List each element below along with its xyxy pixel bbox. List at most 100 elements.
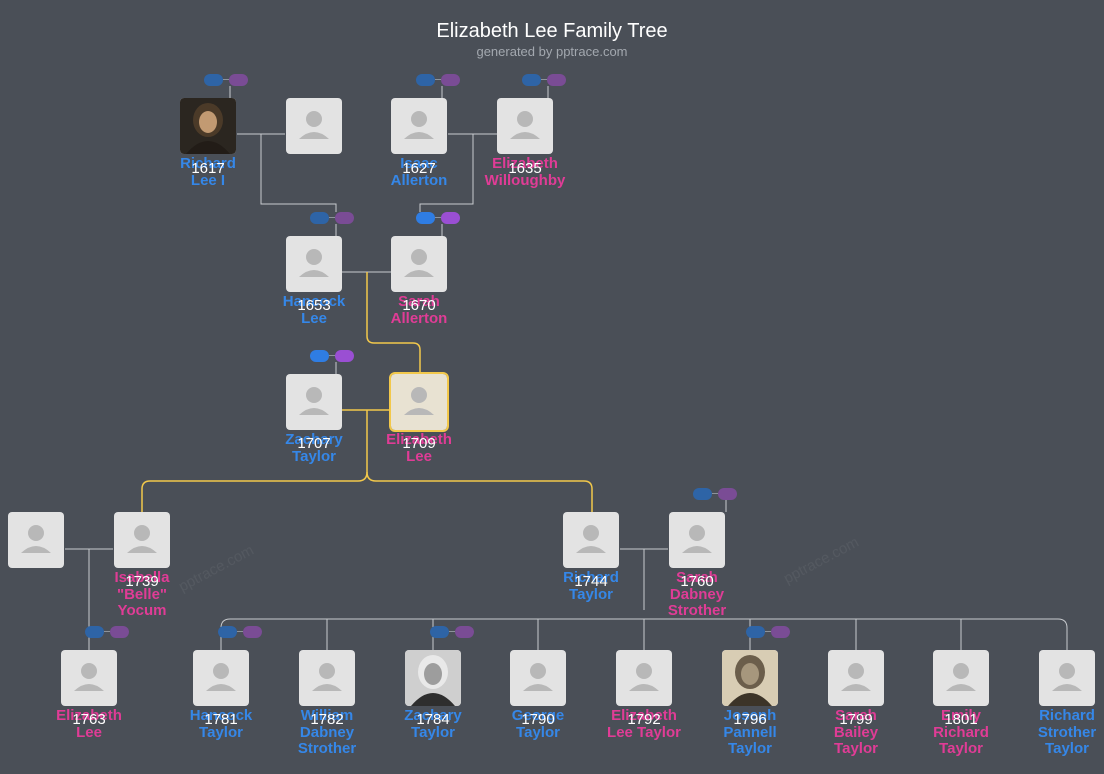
expand-mother-icon[interactable] [441, 212, 460, 224]
expand-controls [416, 212, 472, 224]
person-card-sarah-allerton[interactable] [391, 236, 447, 292]
expand-controls [310, 212, 366, 224]
expand-father-icon[interactable] [416, 212, 435, 224]
lineage-line [141, 410, 368, 512]
person-birth-year: 1627 [402, 160, 436, 177]
person-name[interactable]: Joseph Pannell Taylor [690, 707, 810, 758]
person-name-line: Allerton [390, 171, 448, 189]
person-birth-year: 1744 [574, 573, 608, 590]
expand-father-icon[interactable] [310, 350, 329, 362]
person-name[interactable]: Sarah Allerton [359, 293, 479, 327]
lineage-line [366, 471, 593, 512]
person-name-line: Sarah [398, 293, 440, 310]
expand-controls [85, 626, 141, 638]
person-name[interactable]: Elizabeth Willoughby [465, 155, 585, 189]
person-card-elizabeth-lee[interactable] [61, 650, 117, 706]
person-card-zachary-taylor[interactable] [405, 650, 461, 706]
person-name-line: Richard [180, 155, 236, 172]
person-name[interactable]: Zachary Taylor [254, 431, 374, 465]
expand-father-icon[interactable] [310, 212, 329, 224]
expand-mother-icon[interactable] [229, 74, 248, 86]
expand-father-icon[interactable] [218, 626, 237, 638]
person-name[interactable]: George Taylor [478, 707, 598, 741]
person-card-unnamed-p2[interactable] [286, 98, 342, 154]
expand-controls [310, 350, 366, 362]
icon-link [237, 631, 243, 632]
expand-mother-icon[interactable] [335, 212, 354, 224]
expand-father-icon[interactable] [746, 626, 765, 638]
person-name[interactable]: Elizabeth Lee [359, 431, 479, 465]
person-name[interactable]: Sarah Dabney Strother [637, 569, 757, 620]
person-silhouette-icon [74, 663, 104, 691]
person-silhouette-icon [510, 111, 540, 139]
expand-mother-icon[interactable] [243, 626, 262, 638]
person-name[interactable]: Zachary Taylor [373, 707, 493, 741]
person-card-sarah-dabney-strother[interactable] [669, 512, 725, 568]
person-name-line: Allerton [390, 309, 448, 327]
person-name[interactable]: Hancock Lee [254, 293, 374, 327]
person-card-richard-taylor[interactable] [563, 512, 619, 568]
person-birth-year: 1635 [508, 160, 542, 177]
person-name[interactable]: Richard Lee I [148, 155, 268, 189]
expand-controls [522, 74, 578, 86]
person-name[interactable]: Richard Strother Taylor [1007, 707, 1104, 758]
person-card-richard-lee-i[interactable] [180, 98, 236, 154]
person-name[interactable]: Isabella "Belle" Yocum [82, 569, 202, 620]
person-silhouette-icon [946, 663, 976, 691]
person-name[interactable]: Isaac Allerton [359, 155, 479, 189]
expand-father-icon[interactable] [693, 488, 712, 500]
person-name[interactable]: Richard Taylor [531, 569, 651, 603]
icon-link [104, 631, 110, 632]
person-silhouette-icon [299, 111, 329, 139]
person-card-elizabeth-lee-taylor[interactable] [616, 650, 672, 706]
person-name[interactable]: Hancock Taylor [161, 707, 281, 741]
person-birth-year: 1790 [521, 711, 555, 728]
person-name-line: Elizabeth [56, 707, 122, 724]
person-card-isaac-allerton[interactable] [391, 98, 447, 154]
expand-mother-icon[interactable] [455, 626, 474, 638]
expand-mother-icon[interactable] [718, 488, 737, 500]
expand-mother-icon[interactable] [441, 74, 460, 86]
person-name[interactable]: Elizabeth Lee Taylor [584, 707, 704, 741]
person-card-joseph-pannell-taylor[interactable] [722, 650, 778, 706]
person-card-elizabeth-lee[interactable] [389, 372, 449, 432]
expand-father-icon[interactable] [522, 74, 541, 86]
person-card-hancock-taylor[interactable] [193, 650, 249, 706]
person-card-william-dabney-strother[interactable] [299, 650, 355, 706]
person-name-line: Zachary [285, 431, 343, 448]
person-card-elizabeth-willoughby[interactable] [497, 98, 553, 154]
person-card-sarah-bailey-taylor[interactable] [828, 650, 884, 706]
person-card-unnamed-p9[interactable] [8, 512, 64, 568]
person-birth-year: 1784 [416, 711, 450, 728]
icon-link [329, 217, 335, 218]
person-card-richard-strother-taylor[interactable] [1039, 650, 1095, 706]
person-name-line: Zachary [404, 707, 462, 724]
person-silhouette-icon [404, 249, 434, 277]
person-name[interactable]: Elizabeth Lee [29, 707, 149, 741]
person-card-isabella-belle-yocum[interactable] [114, 512, 170, 568]
person-card-george-taylor[interactable] [510, 650, 566, 706]
expand-father-icon[interactable] [430, 626, 449, 638]
person-card-hancock-lee[interactable] [286, 236, 342, 292]
person-name[interactable]: Sarah Bailey Taylor [796, 707, 916, 758]
expand-father-icon[interactable] [204, 74, 223, 86]
person-birth-year: 1739 [125, 573, 159, 590]
person-name[interactable]: Emily Richard Taylor [901, 707, 1021, 758]
expand-controls [693, 488, 749, 500]
expand-mother-icon[interactable] [771, 626, 790, 638]
person-name-line: Taylor [292, 447, 336, 465]
person-name[interactable]: William Dabney Strother [267, 707, 387, 758]
icon-link [329, 355, 335, 356]
expand-father-icon[interactable] [85, 626, 104, 638]
person-name-line: Willoughby [484, 171, 566, 189]
person-card-emily-richard-taylor[interactable] [933, 650, 989, 706]
expand-mother-icon[interactable] [110, 626, 129, 638]
expand-mother-icon[interactable] [335, 350, 354, 362]
person-name-line: Bailey [833, 723, 879, 741]
page-title: Elizabeth Lee Family Tree [436, 20, 668, 42]
portrait-joseph-taylor-icon [722, 650, 778, 706]
expand-father-icon[interactable] [416, 74, 435, 86]
portrait-richard-lee-icon [180, 98, 236, 154]
expand-mother-icon[interactable] [547, 74, 566, 86]
person-card-zachary-taylor[interactable] [286, 374, 342, 430]
